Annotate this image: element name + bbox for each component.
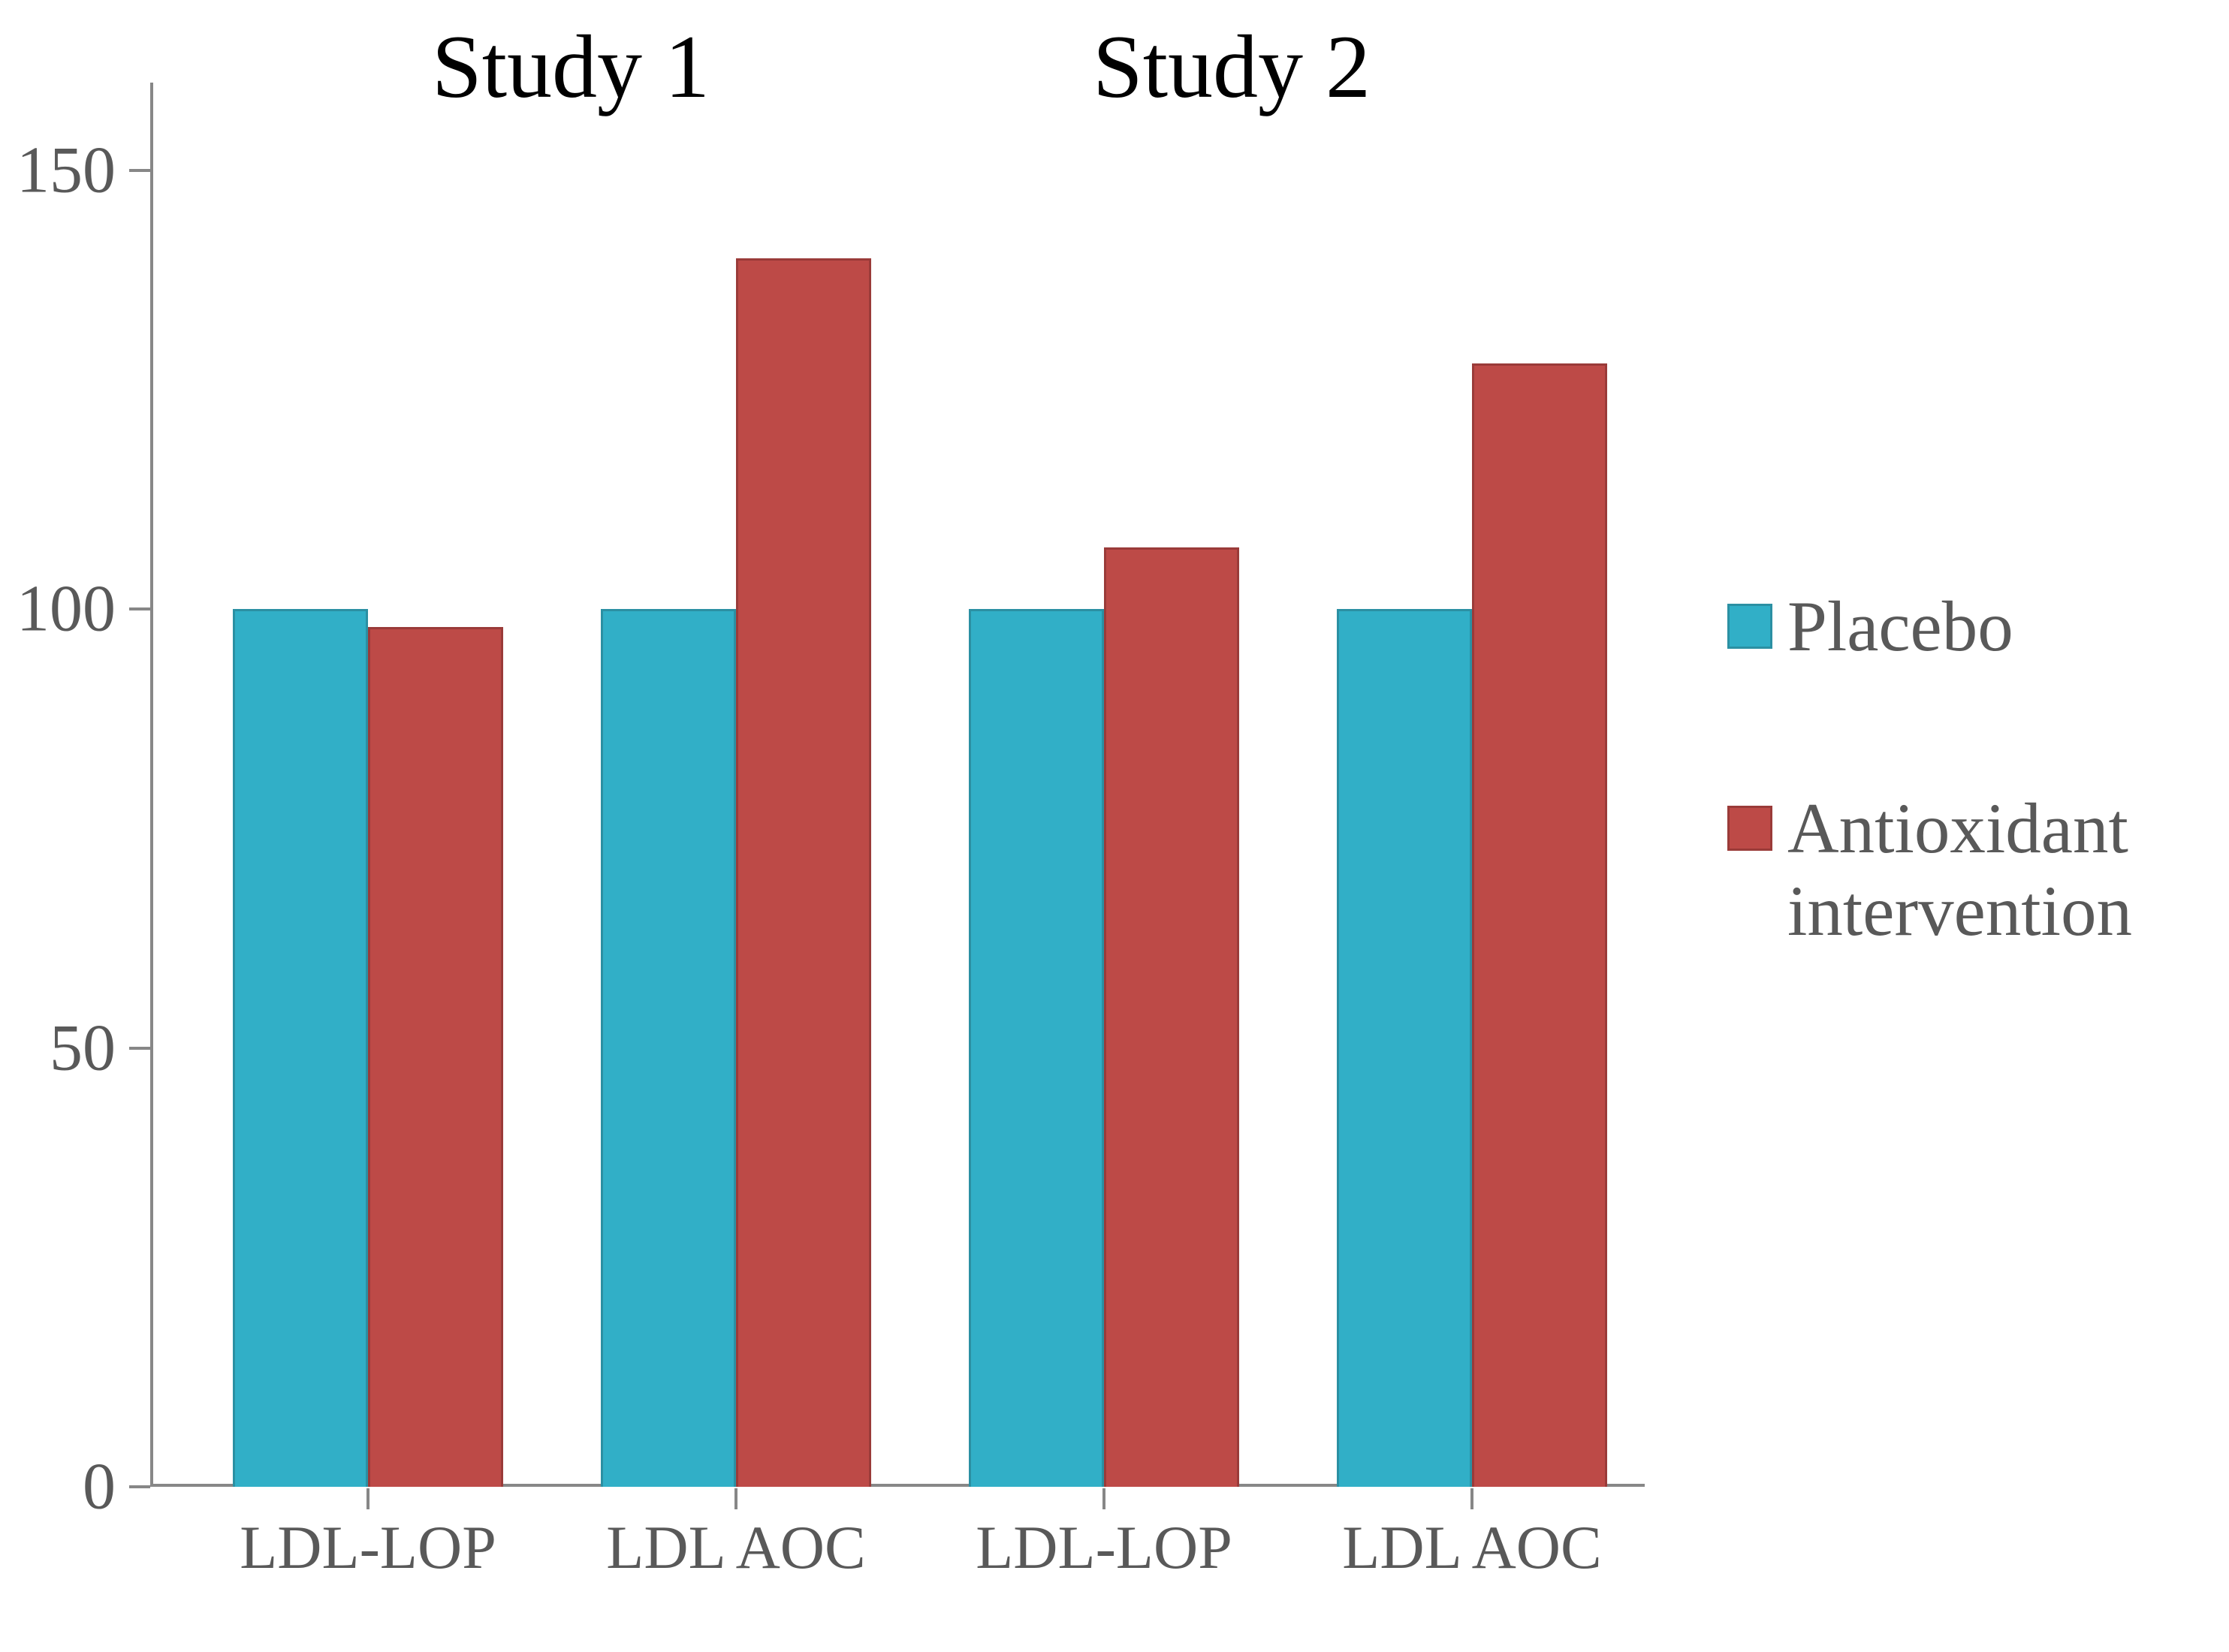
legend-item: Placebo	[1727, 586, 2229, 668]
x-tick-mark	[1102, 1488, 1105, 1509]
y-tick-label: 100	[17, 571, 116, 647]
y-tick-label: 50	[50, 1010, 116, 1086]
y-tick-label: 0	[83, 1449, 116, 1525]
chart-container: 0 50 100 150 Study 1 Study 2 LDL-LOP LDL AOC L…	[0, 0, 2229, 1652]
x-tick-mark	[366, 1488, 369, 1509]
legend-swatch	[1727, 806, 1772, 851]
x-tick-mark	[734, 1488, 737, 1509]
bar	[969, 609, 1104, 1487]
x-tick-label: LDL-LOP	[976, 1512, 1232, 1583]
y-tick-mark	[129, 1485, 150, 1488]
bar	[368, 627, 503, 1487]
x-tick-mark	[1470, 1488, 1473, 1509]
x-tick-label: LDL AOC	[606, 1512, 865, 1583]
bar	[736, 258, 871, 1487]
bar	[1337, 609, 1472, 1487]
legend: Placebo Antioxidant intervention	[1727, 586, 2229, 952]
study-title: Study 1	[432, 15, 710, 119]
legend-swatch	[1727, 604, 1772, 649]
legend-item: Antioxidant intervention	[1727, 788, 2229, 952]
legend-label: Placebo	[1787, 586, 2013, 668]
x-tick-label: LDL-LOP	[240, 1512, 496, 1583]
y-tick-label: 150	[17, 132, 116, 208]
bar	[233, 609, 368, 1487]
y-tick-mark	[129, 1047, 150, 1050]
bar	[1104, 547, 1239, 1487]
bar	[1472, 363, 1607, 1487]
study-title: Study 2	[1093, 15, 1371, 119]
x-tick-label: LDL AOC	[1342, 1512, 1601, 1583]
legend-label: Antioxidant intervention	[1787, 788, 2229, 952]
bar	[601, 609, 736, 1487]
y-tick-mark	[129, 607, 150, 610]
y-tick-mark	[129, 169, 150, 172]
